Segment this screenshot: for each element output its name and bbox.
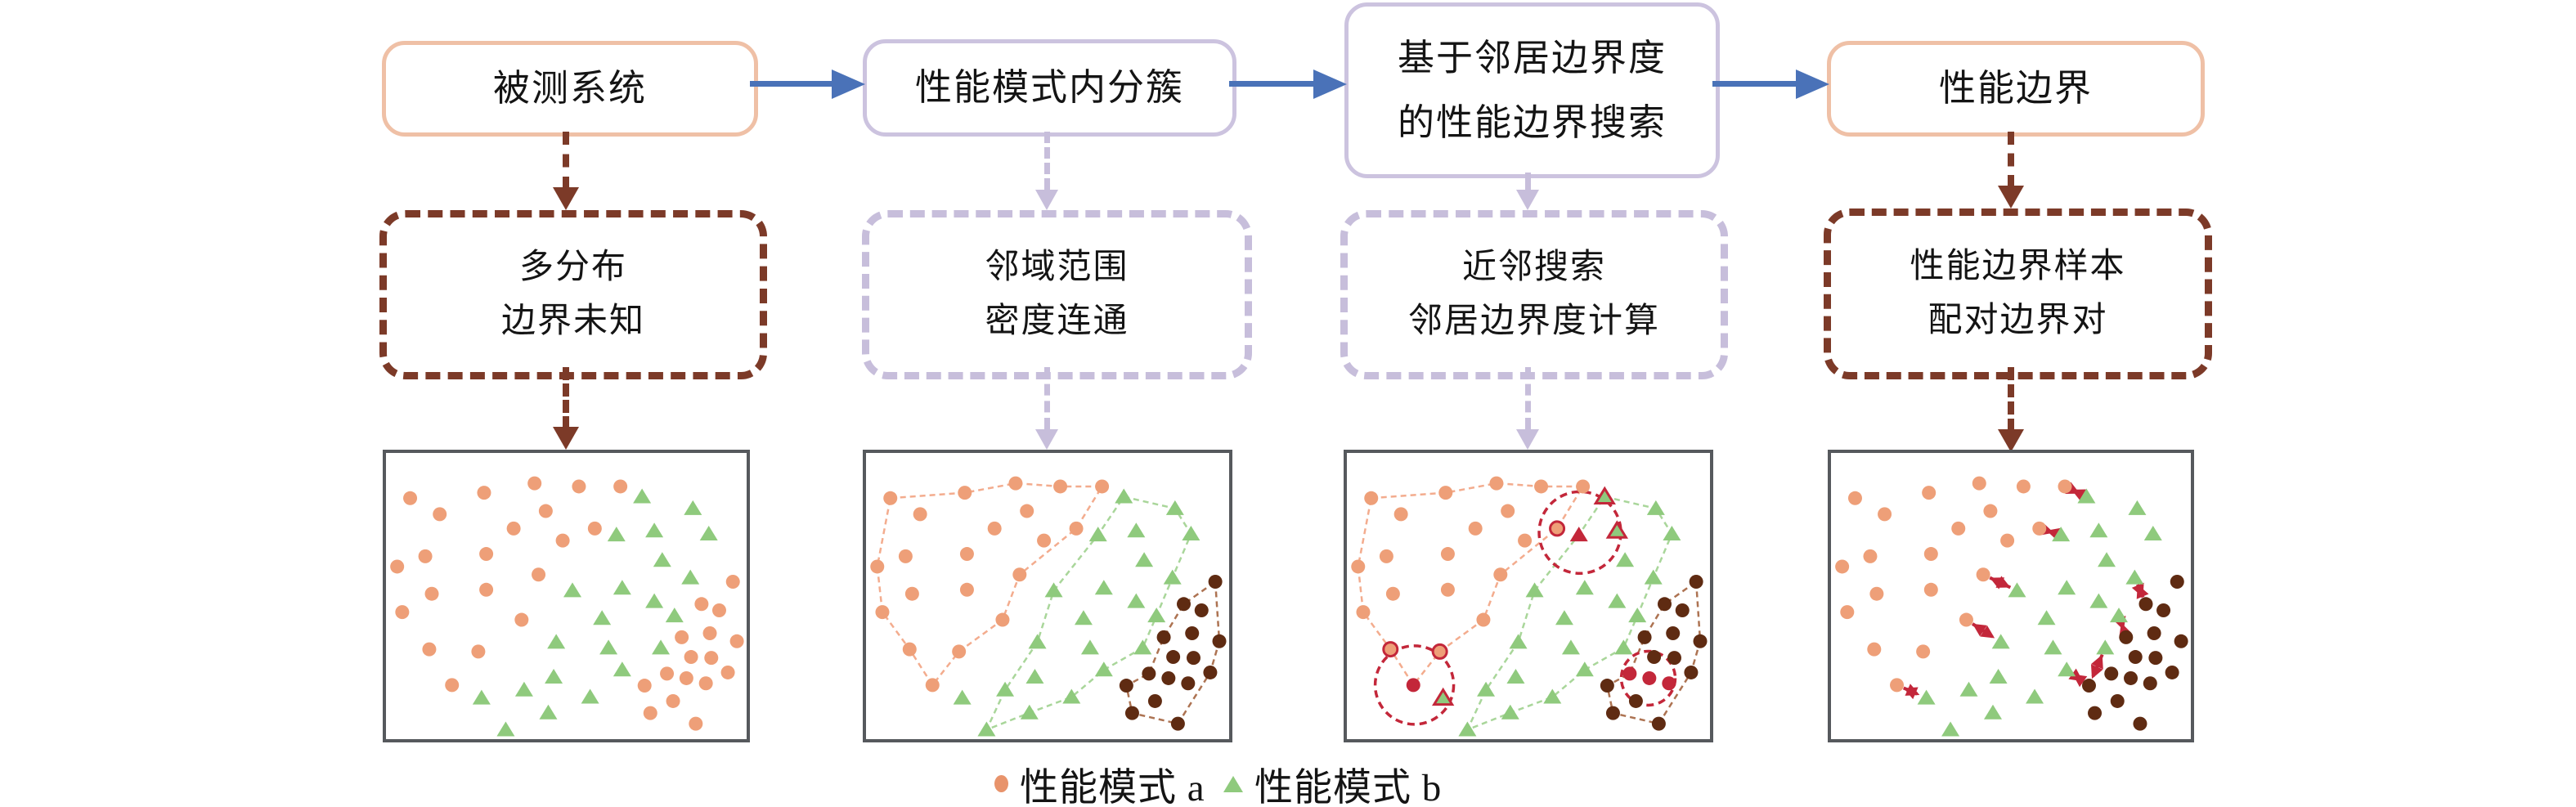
legend-label-mode-b: 性能模式 b — [1254, 767, 1443, 807]
scatter-plot-neighbor-search — [1351, 476, 1708, 737]
flow-step-system-under-test: 被测系统 — [382, 41, 758, 137]
scatter-plot-raw-samples — [390, 476, 744, 737]
flow-step-label-line2: 的性能边界搜索 — [1397, 101, 1667, 143]
flow-arrow-1-icon — [750, 69, 865, 99]
flow-step-performance-boundary: 性能边界 — [1827, 41, 2205, 137]
scatter-panel-clustered — [863, 450, 1232, 742]
scatter-panel-boundary-pairs — [1828, 450, 2194, 742]
note-line2: 边界未知 — [500, 302, 645, 340]
note-line2: 密度连通 — [985, 302, 1129, 340]
scatter-plot-boundary-pairs — [1835, 476, 2188, 737]
scatter-panel-raw-samples — [383, 450, 750, 742]
flow-step-label: 被测系统 — [492, 68, 647, 110]
note-box-nn-search: 近邻搜索 邻居边界度计算 — [1340, 210, 1728, 379]
note-line1: 近邻搜索 — [1461, 249, 1606, 287]
note-box-boundary-pairs: 性能边界样本 配对边界对 — [1824, 208, 2212, 379]
scatter-panel-neighbor-search — [1344, 450, 1713, 742]
scatter-plot-clustered — [870, 476, 1227, 737]
legend-label-mode-a: 性能模式 a — [1020, 767, 1205, 807]
mode-a-circle-icon — [994, 775, 1008, 792]
note-line2: 配对边界对 — [1928, 301, 2108, 339]
flow-step-label-line1: 基于邻居边界度 — [1397, 37, 1667, 78]
flow-step-label: 性能边界 — [1938, 68, 2093, 110]
note-line1: 性能边界样本 — [1910, 248, 2126, 286]
note-box-multi-distribution: 多分布 边界未知 — [379, 210, 767, 379]
flow-step-intra-mode-clustering: 性能模式内分簇 — [863, 39, 1236, 137]
note-line1: 多分布 — [518, 249, 627, 287]
flow-arrow-2-icon — [1229, 69, 1347, 99]
flow-arrow-3-icon — [1712, 69, 1829, 99]
note-line1: 邻域范围 — [985, 249, 1129, 287]
mode-b-triangle-icon — [1223, 775, 1243, 792]
note-box-neighborhood-density: 邻域范围 密度连通 — [862, 210, 1252, 379]
flow-step-label: 性能模式内分簇 — [914, 67, 1184, 109]
flow-step-boundary-search: 基于邻居边界度 的性能边界搜索 — [1344, 2, 1720, 178]
legend-item-mode-a: 性能模式 a — [994, 755, 1205, 807]
legend-item-mode-b: 性能模式 b — [1223, 755, 1442, 807]
note-line2: 邻居边界度计算 — [1407, 302, 1660, 340]
